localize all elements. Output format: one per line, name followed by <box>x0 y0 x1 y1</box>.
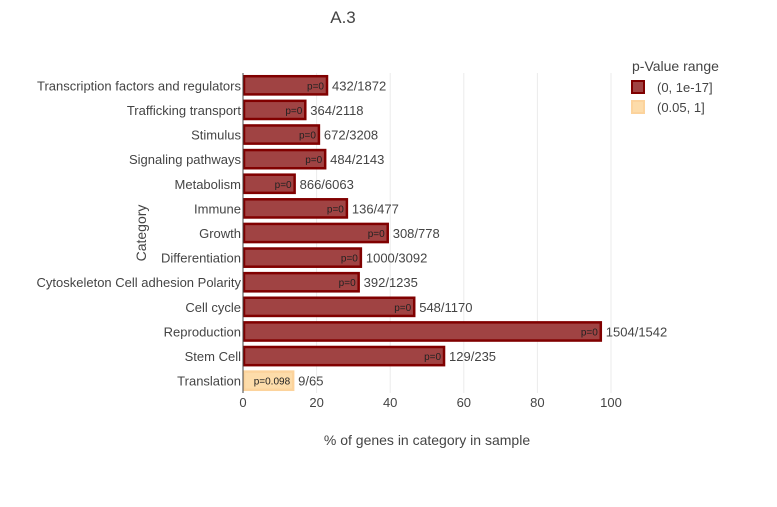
x-tick-label-4: 80 <box>530 395 544 410</box>
legend-title: p-Value range <box>632 58 719 74</box>
y-tick-label-10: Reproduction <box>164 324 241 339</box>
bar-0 <box>242 74 329 96</box>
legend-label-1: (0.05, 1] <box>657 100 705 115</box>
bar-count-label-5: 136/477 <box>352 201 399 216</box>
bar-pvalue-label-1: p=0 <box>285 106 302 117</box>
bar-count-label-1: 364/2118 <box>310 103 363 118</box>
y-axis-title: Category <box>133 205 149 262</box>
x-tick-label-5: 100 <box>600 395 622 410</box>
bar-7 <box>242 247 363 268</box>
bar-pvalue-label-9: p=0 <box>394 303 411 314</box>
y-tick-label-0: Transcription factors and regulators <box>37 78 242 93</box>
y-tick-label-12: Translation <box>177 374 241 389</box>
chart-title: A.3 <box>330 8 356 27</box>
bar-3 <box>242 148 327 170</box>
legend-label-0: (0, 1e-17] <box>657 80 713 95</box>
bar-pvalue-label-2: p=0 <box>299 131 316 142</box>
bar-pvalue-label-0: p=0 <box>307 81 324 92</box>
y-tick-label-2: Stimulus <box>191 128 241 143</box>
bar-count-label-4: 866/6063 <box>300 177 354 192</box>
y-tick-label-5: Immune <box>194 201 241 216</box>
x-tick-label-3: 60 <box>457 395 471 410</box>
y-tick-label-3: Signaling pathways <box>129 152 242 167</box>
bar-count-label-11: 129/235 <box>449 349 496 364</box>
bar-9 <box>242 296 416 318</box>
x-axis-title: % of genes in category in sample <box>324 432 530 448</box>
bar-4 <box>242 173 296 195</box>
y-tick-label-6: Growth <box>199 226 241 241</box>
bar-6 <box>242 222 389 244</box>
bar-pvalue-label-11: p=0 <box>424 352 441 363</box>
bar-count-label-8: 392/1235 <box>364 275 418 290</box>
y-tick-label-1: Trafficking transport <box>127 103 242 118</box>
bar-10 <box>242 321 603 342</box>
bar-8 <box>242 271 360 293</box>
y-tick-label-7: Differentiation <box>161 251 241 266</box>
y-tick-label-8: Cytoskeleton Cell adhesion Polarity <box>37 275 242 290</box>
bar-count-label-7: 1000/3092 <box>366 251 427 266</box>
bar-1 <box>242 99 307 121</box>
bar-pvalue-label-5: p=0 <box>327 204 344 215</box>
bar-count-label-9: 548/1170 <box>419 300 472 315</box>
bar-count-label-12: 9/65 <box>298 374 323 389</box>
bar-pvalue-label-12: p=0.098 <box>254 377 291 388</box>
bar-11 <box>242 345 446 367</box>
bar-pvalue-label-10: p=0 <box>581 327 598 338</box>
bar-count-label-0: 432/1872 <box>332 78 386 93</box>
bar-12 <box>242 370 295 392</box>
y-tick-label-9: Cell cycle <box>185 300 241 315</box>
bar-count-label-6: 308/778 <box>393 226 440 241</box>
y-tick-label-4: Metabolism <box>175 177 241 192</box>
bar-pvalue-label-6: p=0 <box>368 229 385 240</box>
bar-2 <box>242 124 321 145</box>
legend-swatch-0 <box>631 80 645 94</box>
x-tick-label-0: 0 <box>239 395 246 410</box>
bar-count-label-10: 1504/1542 <box>606 324 667 339</box>
bar-pvalue-label-3: p=0 <box>305 155 322 166</box>
bar-pvalue-label-7: p=0 <box>341 254 358 265</box>
bar-5 <box>242 198 349 219</box>
bar-pvalue-label-8: p=0 <box>339 278 356 289</box>
x-tick-label-1: 20 <box>309 395 323 410</box>
bar-pvalue-label-4: p=0 <box>275 180 292 191</box>
legend-swatch-1 <box>631 100 645 114</box>
x-tick-label-2: 40 <box>383 395 397 410</box>
bar-count-label-3: 484/2143 <box>330 152 384 167</box>
y-tick-label-11: Stem Cell <box>185 349 241 364</box>
bar-count-label-2: 672/3208 <box>324 128 378 143</box>
